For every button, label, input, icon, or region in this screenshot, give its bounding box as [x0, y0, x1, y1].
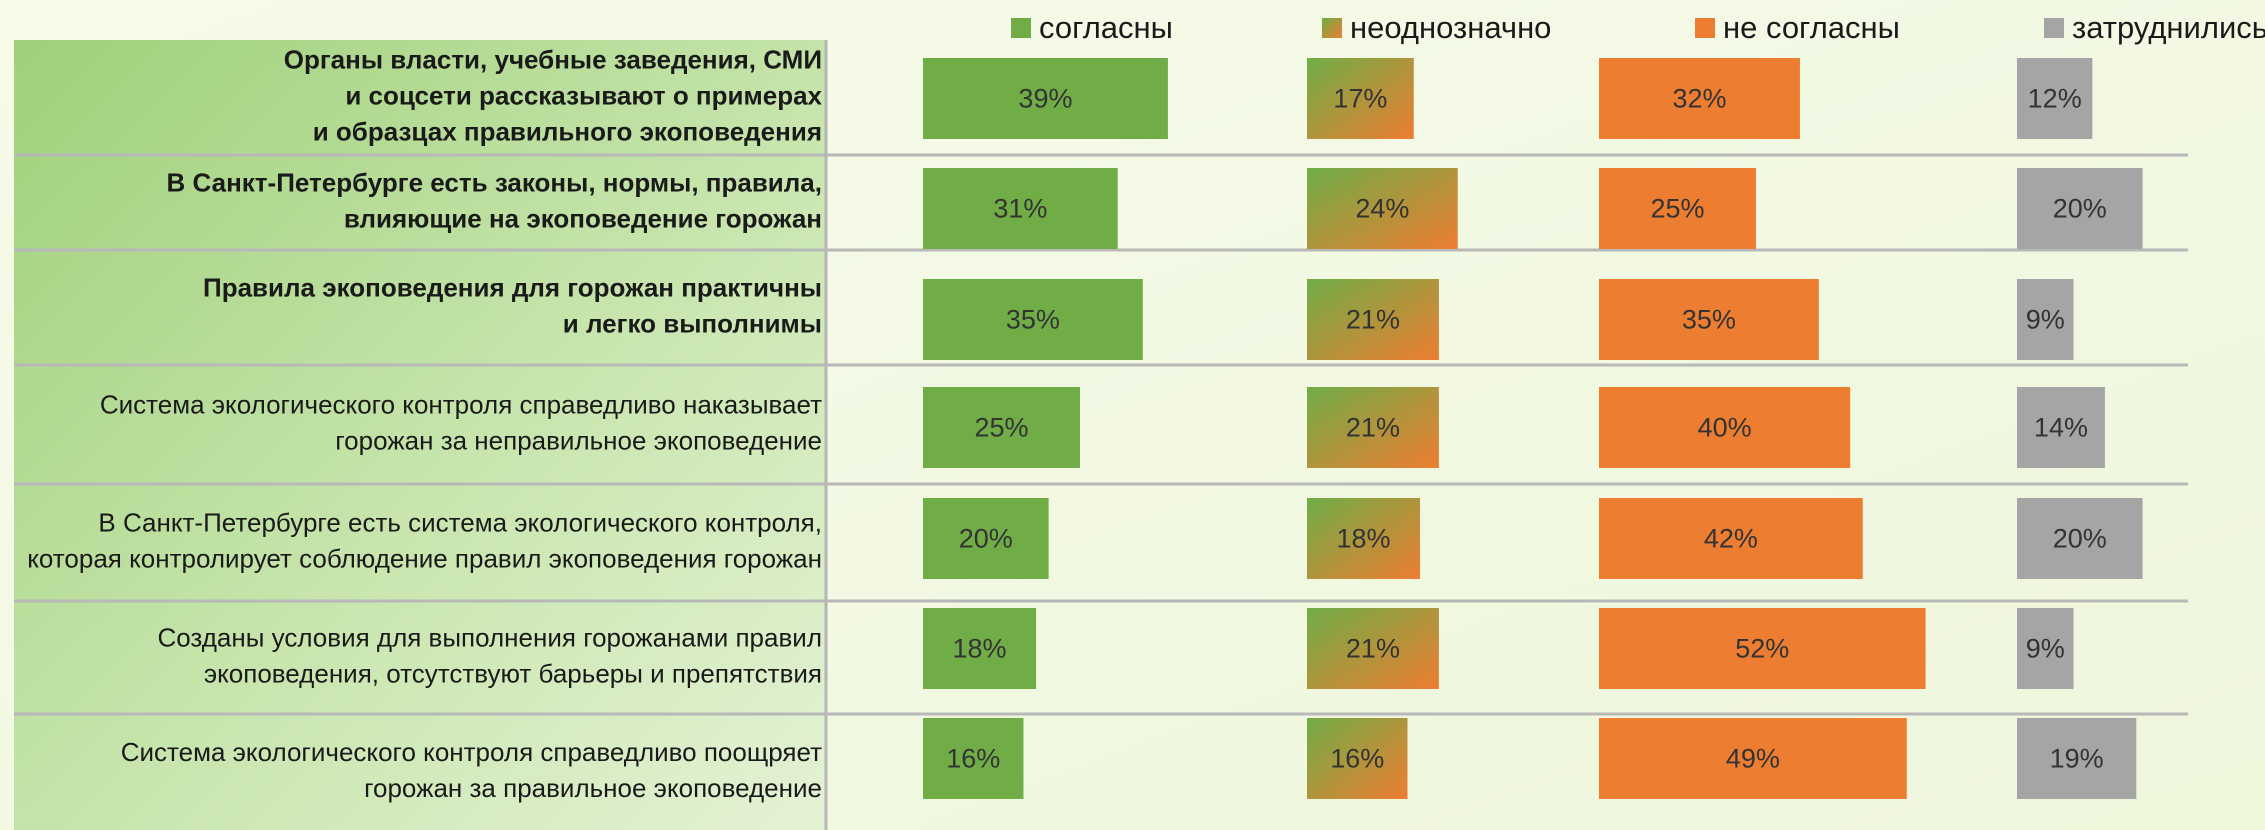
bar — [1307, 387, 1439, 468]
label-panel — [14, 40, 826, 830]
bar — [2017, 387, 2105, 468]
category-label: В Санкт-Петербурге есть законы, нормы, п… — [167, 167, 822, 197]
legend-label: согласны — [1039, 10, 1173, 45]
bar — [1599, 168, 1756, 249]
category-label: влияющие на экоповедение горожан — [344, 203, 822, 233]
value-label: 40% — [1698, 413, 1752, 443]
bar — [923, 498, 1049, 579]
value-label: 25% — [1650, 194, 1704, 224]
legend-swatch — [1011, 18, 1031, 38]
value-label: 9% — [2026, 305, 2065, 335]
value-label: 17% — [1333, 84, 1387, 114]
bar — [1307, 608, 1439, 689]
value-label: 14% — [2034, 413, 2088, 443]
value-label: 19% — [2050, 744, 2104, 774]
value-label: 52% — [1735, 634, 1789, 664]
category-label: В Санкт-Петербурге есть система экологич… — [98, 507, 822, 537]
bar — [1599, 608, 1926, 689]
bar — [923, 387, 1080, 468]
bar — [2017, 58, 2093, 139]
value-label: 20% — [2053, 524, 2107, 554]
bar — [1599, 718, 1907, 799]
bar — [2017, 718, 2137, 799]
value-label: 20% — [2053, 194, 2107, 224]
legend-label: неоднозначно — [1350, 10, 1551, 45]
category-label: Созданы условия для выполнения горожанам… — [157, 622, 822, 652]
bar — [2017, 168, 2143, 249]
bar — [1599, 387, 1851, 468]
category-label: горожан за правильное экоповедение — [364, 773, 822, 803]
value-label: 21% — [1346, 305, 1400, 335]
bar — [2017, 498, 2143, 579]
value-label: 16% — [946, 744, 1000, 774]
value-label: 20% — [959, 524, 1013, 554]
value-label: 42% — [1704, 524, 1758, 554]
bar — [1307, 168, 1458, 249]
category-label: и легко выполнимы — [563, 308, 822, 338]
legend-label: не согласны — [1723, 10, 1900, 45]
value-label: 18% — [952, 634, 1006, 664]
value-label: 24% — [1355, 194, 1409, 224]
value-label: 49% — [1726, 744, 1780, 774]
bar — [1599, 58, 1800, 139]
category-label: Правила экоповедения для горожан практич… — [203, 272, 822, 302]
bar — [1307, 718, 1408, 799]
legend-swatch — [1322, 18, 1342, 38]
category-label: которая контролирует соблюдение правил э… — [27, 543, 822, 573]
value-label: 35% — [1682, 305, 1736, 335]
value-label: 21% — [1346, 634, 1400, 664]
bar — [923, 168, 1118, 249]
value-label: 39% — [1018, 84, 1072, 114]
legend-label: затруднились — [2072, 10, 2265, 45]
value-label: 32% — [1672, 84, 1726, 114]
value-label: 9% — [2026, 634, 2065, 664]
bar — [1599, 498, 1863, 579]
value-label: 35% — [1006, 305, 1060, 335]
value-label: 25% — [974, 413, 1028, 443]
value-label: 31% — [993, 194, 1047, 224]
bar — [923, 58, 1168, 139]
bar — [1307, 279, 1439, 360]
bar — [2017, 608, 2074, 689]
value-label: 12% — [2028, 84, 2082, 114]
category-label: Органы власти, учебные заведения, СМИ — [284, 44, 822, 74]
value-label: 16% — [1330, 744, 1384, 774]
category-label: Система экологического контроля справедл… — [121, 737, 822, 767]
bar — [923, 608, 1037, 689]
legend-swatch — [2044, 18, 2064, 38]
value-label: 18% — [1336, 524, 1390, 554]
bar — [923, 718, 1024, 799]
category-label: экоповедения, отсутствуют барьеры и преп… — [204, 658, 822, 688]
bar — [2017, 279, 2074, 360]
bar — [1307, 58, 1414, 139]
bar — [1599, 279, 1819, 360]
category-label: и образцах правильного экоповедения — [313, 116, 822, 146]
category-label: и соцсети рассказывают о примерах — [345, 80, 822, 110]
bar — [1307, 498, 1421, 579]
legend-swatch — [1695, 18, 1715, 38]
category-label: горожан за неправильное экоповедение — [335, 425, 822, 455]
category-label: Система экологического контроля справедл… — [100, 389, 822, 419]
bar — [923, 279, 1143, 360]
value-label: 21% — [1346, 413, 1400, 443]
